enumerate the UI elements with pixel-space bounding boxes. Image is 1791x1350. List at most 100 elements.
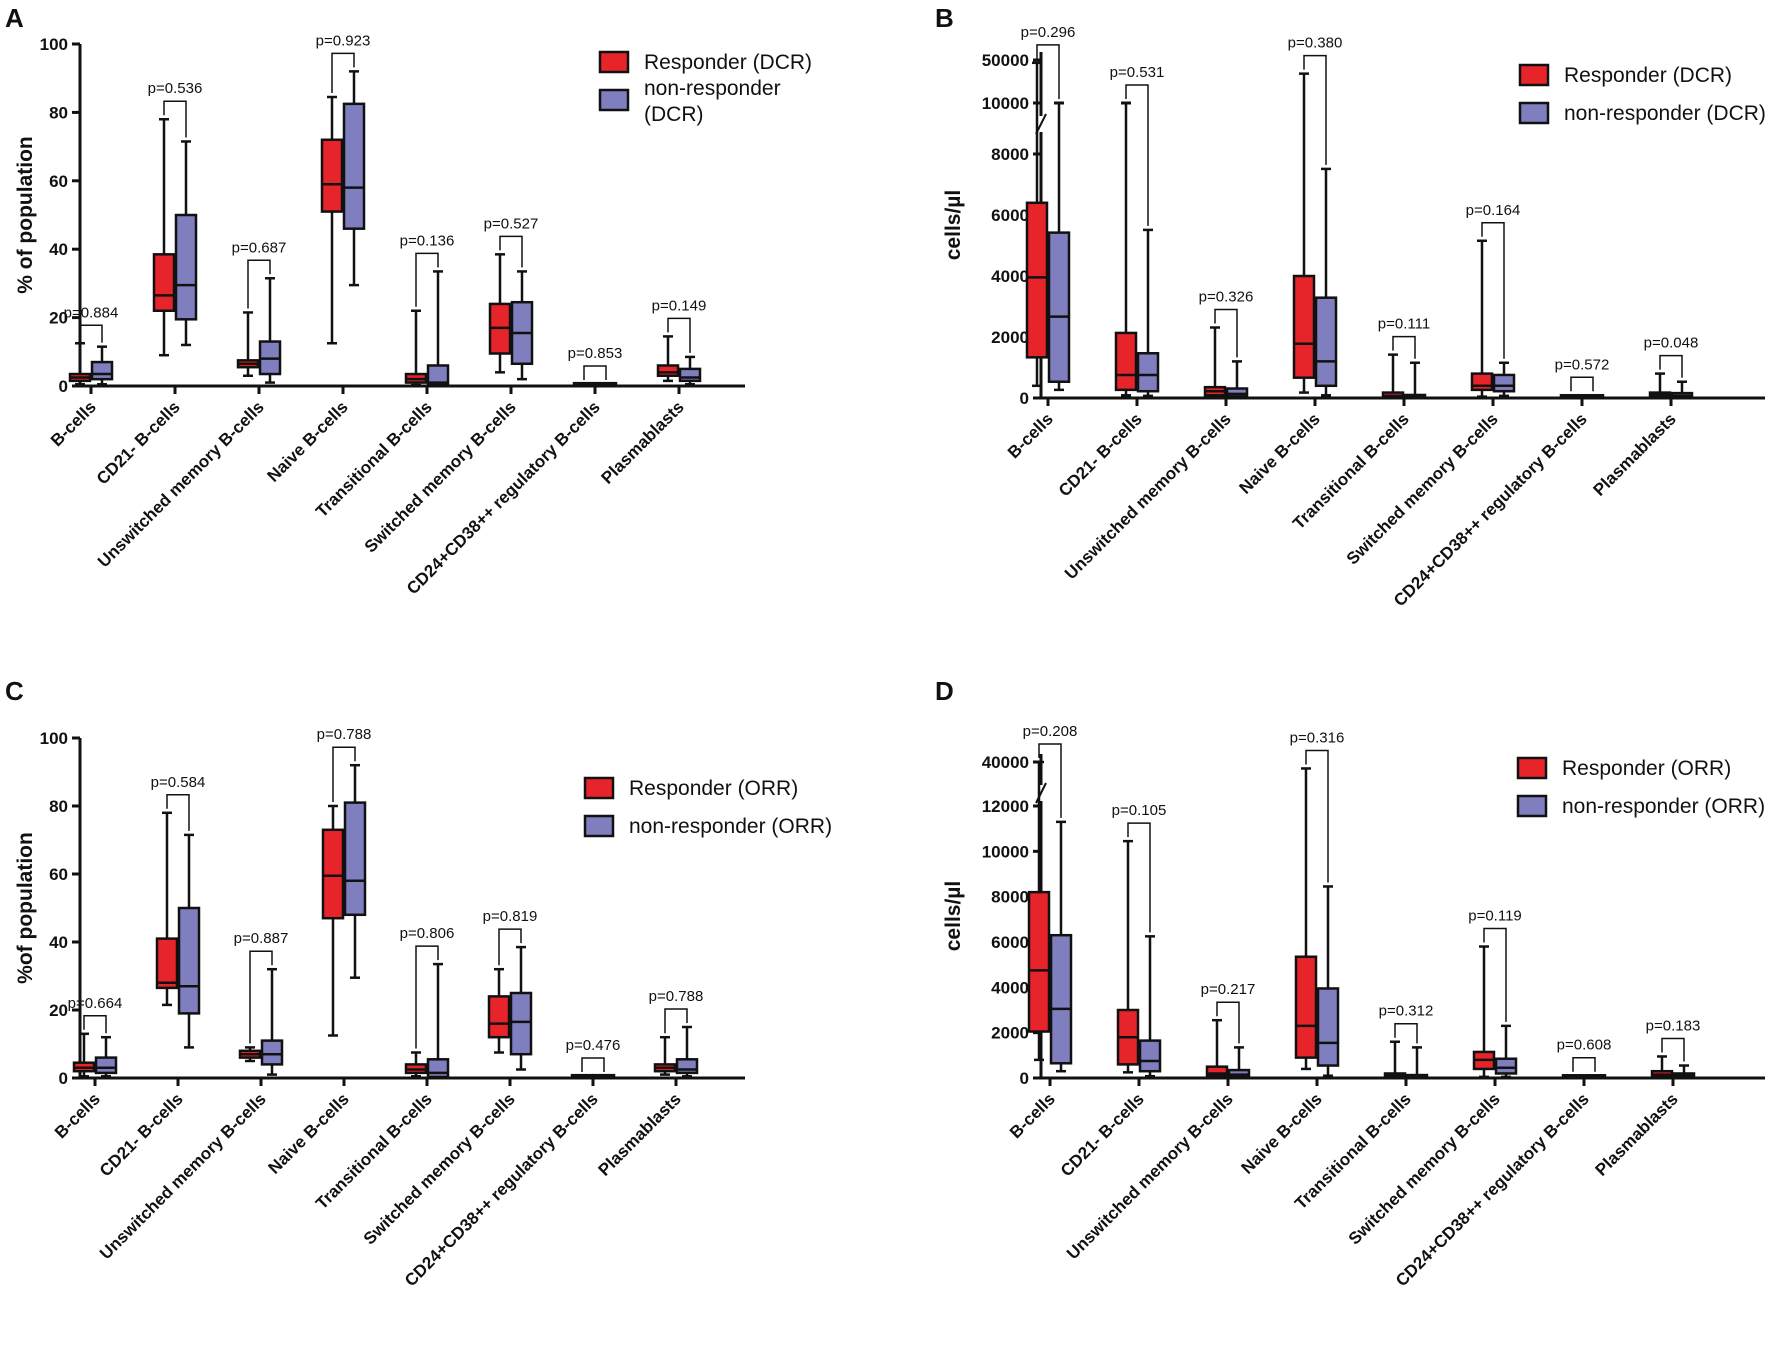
significance-bracket: p=0.572 <box>1555 356 1610 392</box>
bracket-line <box>415 945 439 1049</box>
p-value-label: p=0.164 <box>1466 202 1521 219</box>
legend-label-responder: Responder (DCR) <box>1564 64 1732 87</box>
significance-bracket: p=0.527 <box>484 215 538 268</box>
category-label: Switched memory B-cells <box>1343 409 1502 568</box>
box-iqr <box>1314 296 1338 388</box>
p-value-label: p=0.048 <box>1644 335 1699 352</box>
p-value-label: p=0.884 <box>64 304 119 321</box>
box-responder <box>1205 1018 1229 1079</box>
significance-bracket: p=0.183 <box>1646 1017 1701 1062</box>
p-value-label: p=0.380 <box>1288 35 1343 52</box>
legend: Responder (ORR) non-responder (ORR) <box>583 776 832 838</box>
category-label: Naive B-cells <box>1238 1089 1326 1177</box>
box-iqr <box>174 213 198 321</box>
p-value-label: p=0.572 <box>1555 356 1610 373</box>
category-label: Plasmablasts <box>598 397 688 487</box>
category-label: B-cells <box>47 397 100 450</box>
p-value-label: p=0.687 <box>232 239 287 256</box>
box-non-responder <box>594 381 618 388</box>
y-tick-label: 40 <box>49 933 68 952</box>
box-iqr <box>152 253 176 313</box>
bracket-line <box>1127 822 1151 933</box>
box-responder <box>68 342 92 386</box>
box-non-responder <box>1314 167 1338 397</box>
y-axis-title: cells/µl <box>942 881 965 951</box>
significance-bracket: p=0.380 <box>1288 35 1343 165</box>
p-value-label: p=0.788 <box>649 988 704 1005</box>
category-group: Unswitched memory B-cells p=0.326 <box>1061 289 1253 584</box>
bracket-line <box>332 746 356 802</box>
legend-swatch-responder <box>583 776 615 800</box>
significance-bracket: p=0.819 <box>483 908 537 966</box>
box-responder <box>236 311 260 377</box>
legend-label-responder: Responder (DCR) <box>644 51 812 74</box>
box-non-responder <box>592 1073 616 1080</box>
box-non-responder <box>1672 1064 1696 1080</box>
p-value-label: p=0.119 <box>1468 908 1522 925</box>
category-group: CD21- B-cells p=0.531 <box>1055 64 1164 500</box>
box-iqr <box>320 138 344 213</box>
bracket-line <box>249 950 273 1044</box>
box-iqr <box>1027 890 1051 1033</box>
bracket-line <box>1661 1037 1685 1062</box>
box-non-responder <box>426 962 450 1079</box>
box-responder <box>1292 72 1316 394</box>
box-non-responder <box>509 945 533 1071</box>
bracket-line <box>667 317 691 353</box>
box-iqr <box>260 1039 284 1066</box>
box-iqr <box>94 1056 118 1075</box>
legend: Responder (ORR) non-responder (ORR) <box>1516 756 1765 818</box>
y-tick-label: 80 <box>49 797 68 816</box>
p-value-label: p=0.183 <box>1646 1017 1701 1034</box>
box-responder <box>1114 101 1138 397</box>
bracket-line <box>415 252 439 307</box>
p-value-label: p=0.788 <box>317 726 372 743</box>
box-responder <box>488 253 512 374</box>
panel-d: D 0 2000 4000 6000 8000 10000 12000 40000 cells/µ… <box>935 676 1765 1290</box>
bracket-line <box>498 928 522 966</box>
category-label: B-cells <box>1006 1089 1059 1142</box>
box-non-responder <box>174 140 198 347</box>
box-responder <box>1470 239 1494 398</box>
box-non-responder <box>260 967 284 1076</box>
box-responder <box>1294 767 1318 1071</box>
significance-bracket: p=0.136 <box>400 232 454 307</box>
box-non-responder <box>343 763 367 979</box>
box-non-responder <box>342 70 366 287</box>
significance-bracket: p=0.584 <box>151 774 205 831</box>
bracket-line <box>247 259 271 309</box>
significance-bracket: p=0.887 <box>234 930 288 1044</box>
box-iqr <box>1492 373 1516 393</box>
significance-bracket: p=0.531 <box>1110 64 1164 226</box>
legend-label-responder: Responder (ORR) <box>629 777 798 800</box>
box-iqr <box>1114 331 1138 392</box>
category-label: Unswitched memory B-cells <box>1061 409 1235 583</box>
box-non-responder <box>177 833 201 1049</box>
box-iqr <box>1316 987 1340 1067</box>
box-iqr <box>1138 1039 1162 1073</box>
p-value-label: p=0.316 <box>1290 729 1345 746</box>
box-responder <box>1648 372 1672 399</box>
y-tick-label: 80 <box>49 103 68 122</box>
y-tick-label: 0 <box>1020 1069 1029 1088</box>
box-responder <box>155 811 179 1007</box>
legend-label-non-responder: non-responder (DCR) <box>1564 102 1766 125</box>
significance-bracket: p=0.316 <box>1290 729 1345 883</box>
significance-bracket: p=0.664 <box>68 995 123 1034</box>
box-non-responder <box>1225 360 1249 399</box>
category-group: Naive B-cells p=0.380 <box>1236 35 1343 498</box>
legend-label-non-responder: non-responder (ORR) <box>629 815 832 838</box>
bracket-line <box>1038 743 1062 818</box>
box-non-responder <box>678 355 702 386</box>
legend-swatch-responder <box>1518 63 1550 87</box>
significance-bracket: p=0.476 <box>566 1037 620 1072</box>
box-responder <box>656 335 680 383</box>
box-responder <box>152 117 176 357</box>
p-value-label: p=0.664 <box>68 995 123 1012</box>
y-tick-label: 0 <box>59 377 68 396</box>
box-non-responder <box>90 345 114 386</box>
bracket-line <box>1483 927 1507 1022</box>
category-label: Naive B-cells <box>264 397 352 485</box>
significance-bracket: p=0.296 <box>1021 24 1075 99</box>
